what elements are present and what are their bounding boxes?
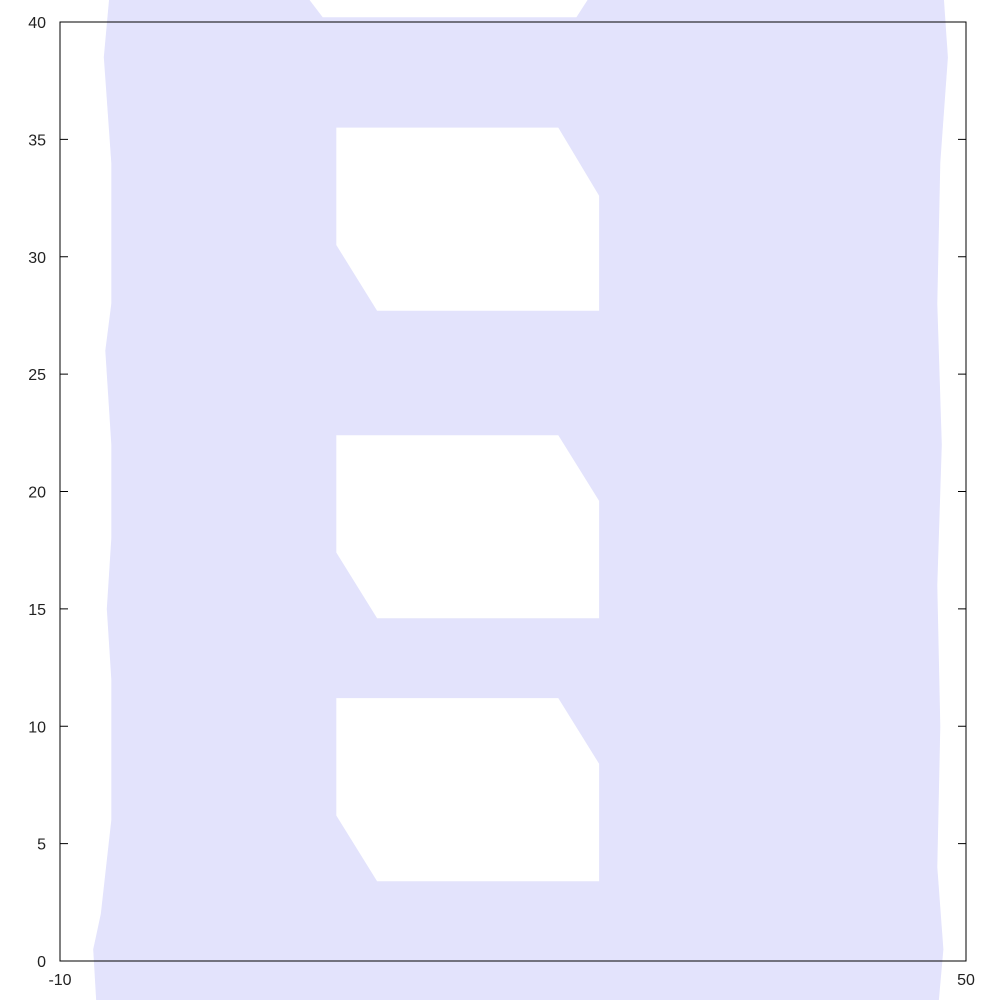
tick-layer: 0 5 10 15 20 25 30 35 40 -10 50 <box>28 15 975 989</box>
filled-region-series-0 <box>93 0 948 1000</box>
y-tick-label: 15 <box>28 602 46 619</box>
y-tick-label: 30 <box>28 250 46 267</box>
y-tick-label: 25 <box>28 367 46 384</box>
x-tick-label: -10 <box>48 972 71 989</box>
y-tick-label: 40 <box>28 15 46 32</box>
region-layer <box>93 0 948 1000</box>
y-tick-label: 20 <box>28 485 46 502</box>
y-tick-label: 10 <box>28 719 46 736</box>
top-notch-gap <box>309 0 588 18</box>
y-tick-label: 35 <box>28 132 46 149</box>
x-tick-label: 50 <box>957 972 975 989</box>
y-tick-label: 5 <box>37 837 46 854</box>
y-tick-label: 0 <box>37 954 46 971</box>
